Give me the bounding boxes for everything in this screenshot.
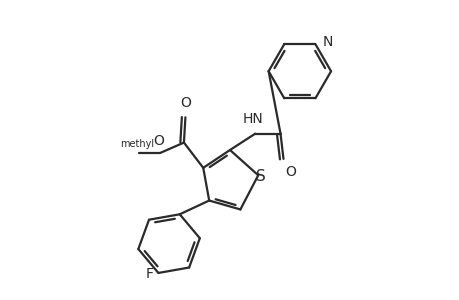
Text: O: O [153,134,164,148]
Text: S: S [255,169,265,184]
Text: F: F [145,267,153,281]
Text: methyl: methyl [120,139,154,148]
Text: O: O [285,165,296,179]
Text: N: N [322,35,332,49]
Text: O: O [179,96,190,110]
Text: HN: HN [242,112,263,126]
